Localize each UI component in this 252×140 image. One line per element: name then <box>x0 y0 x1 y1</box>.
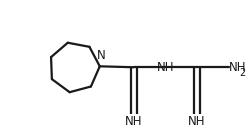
Text: N: N <box>97 49 106 62</box>
Text: NH: NH <box>188 115 206 128</box>
Text: 2: 2 <box>239 68 245 78</box>
Text: NH: NH <box>229 61 246 74</box>
Text: NH: NH <box>157 61 175 74</box>
Text: NH: NH <box>125 115 142 128</box>
